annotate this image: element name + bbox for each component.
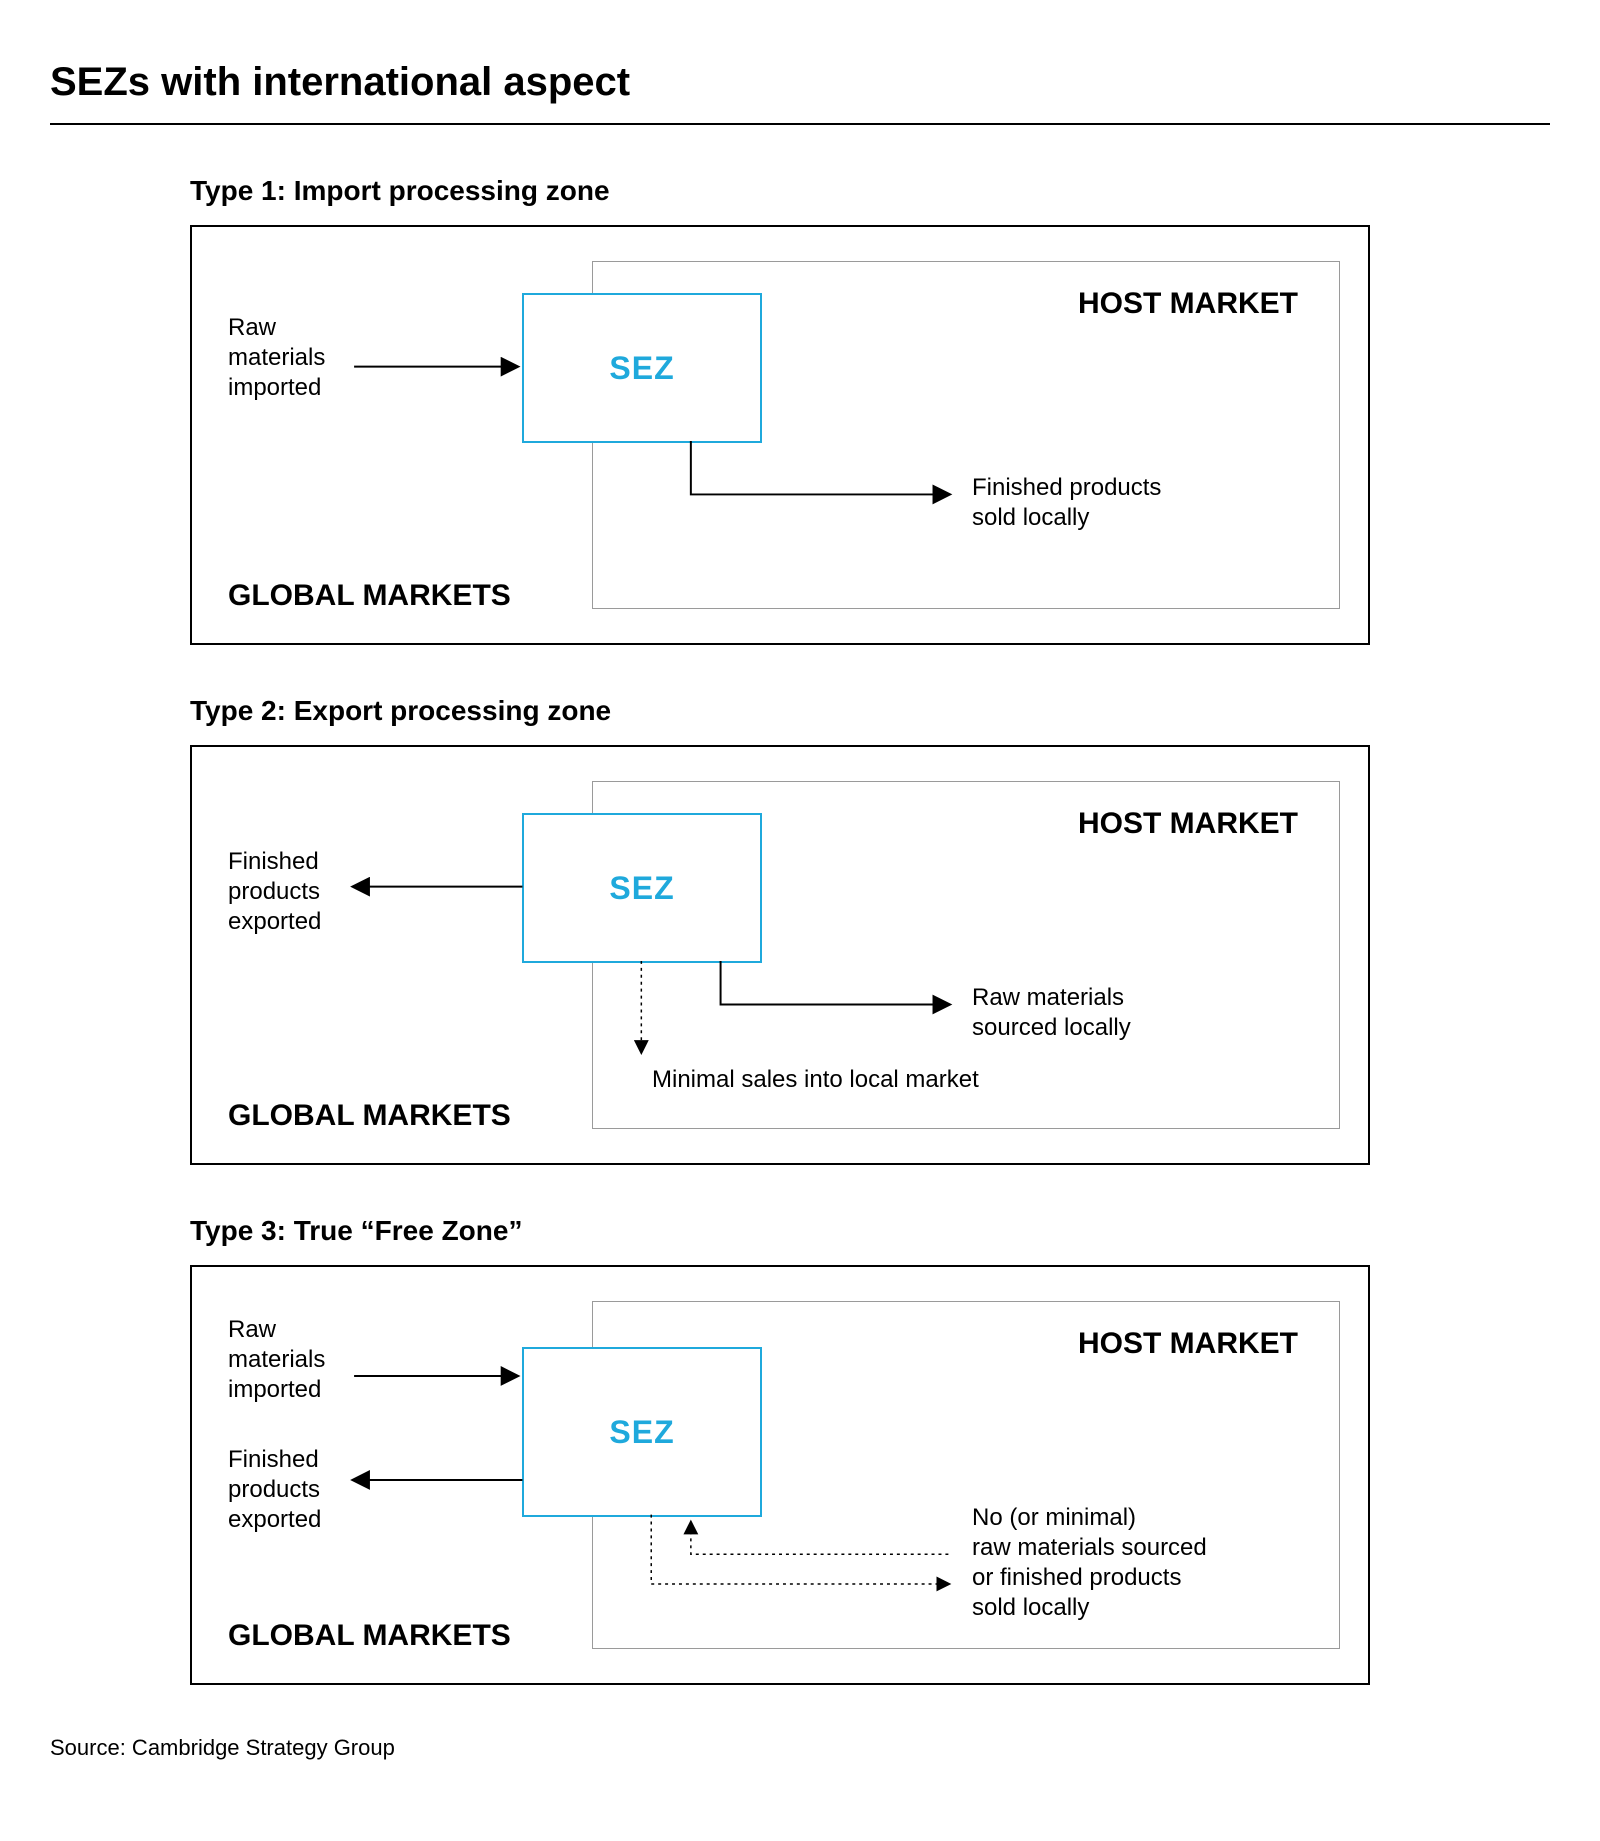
label-finished-local: Finished products sold locally bbox=[972, 473, 1161, 533]
host-market-label: HOST MARKET bbox=[1078, 287, 1298, 321]
panel-type1: Type 1: Import processing zone HOST MARK… bbox=[190, 175, 1550, 645]
host-market-label: HOST MARKET bbox=[1078, 807, 1298, 841]
label-raw-local: Raw materials sourced locally bbox=[972, 983, 1131, 1043]
host-market-label: HOST MARKET bbox=[1078, 1327, 1298, 1361]
panel-type2: Type 2: Export processing zone HOST MARK… bbox=[190, 695, 1550, 1165]
panel-title-type2: Type 2: Export processing zone bbox=[190, 695, 1550, 727]
label-no-minimal: No (or minimal) raw materials sourced or… bbox=[972, 1503, 1207, 1623]
label-finished-exported: Finished products exported bbox=[228, 1445, 321, 1535]
title-rule bbox=[50, 123, 1550, 125]
label-finished-exported: Finished products exported bbox=[228, 847, 321, 937]
source-line: Source: Cambridge Strategy Group bbox=[50, 1735, 1550, 1761]
diagram-type3: HOST MARKET GLOBAL MARKETS SEZ Raw mater… bbox=[190, 1265, 1370, 1685]
label-minimal-sales: Minimal sales into local market bbox=[652, 1065, 979, 1095]
label-raw-imported: Raw materials imported bbox=[228, 1315, 325, 1405]
sez-box: SEZ bbox=[522, 293, 762, 443]
diagram-type2: HOST MARKET GLOBAL MARKETS SEZ Finished … bbox=[190, 745, 1370, 1165]
global-markets-label: GLOBAL MARKETS bbox=[228, 1099, 511, 1133]
panel-title-type1: Type 1: Import processing zone bbox=[190, 175, 1550, 207]
global-markets-label: GLOBAL MARKETS bbox=[228, 579, 511, 613]
sez-box: SEZ bbox=[522, 813, 762, 963]
sez-label: SEZ bbox=[609, 1414, 674, 1451]
diagram-type1: HOST MARKET GLOBAL MARKETS SEZ Raw mater… bbox=[190, 225, 1370, 645]
label-raw-imported: Raw materials imported bbox=[228, 313, 325, 403]
page-title: SEZs with international aspect bbox=[50, 60, 1550, 105]
sez-label: SEZ bbox=[609, 870, 674, 907]
sez-box: SEZ bbox=[522, 1347, 762, 1517]
sez-label: SEZ bbox=[609, 350, 674, 387]
panel-type3: Type 3: True “Free Zone” HOST MARKET GLO… bbox=[190, 1215, 1550, 1685]
panel-title-type3: Type 3: True “Free Zone” bbox=[190, 1215, 1550, 1247]
global-markets-label: GLOBAL MARKETS bbox=[228, 1619, 511, 1653]
